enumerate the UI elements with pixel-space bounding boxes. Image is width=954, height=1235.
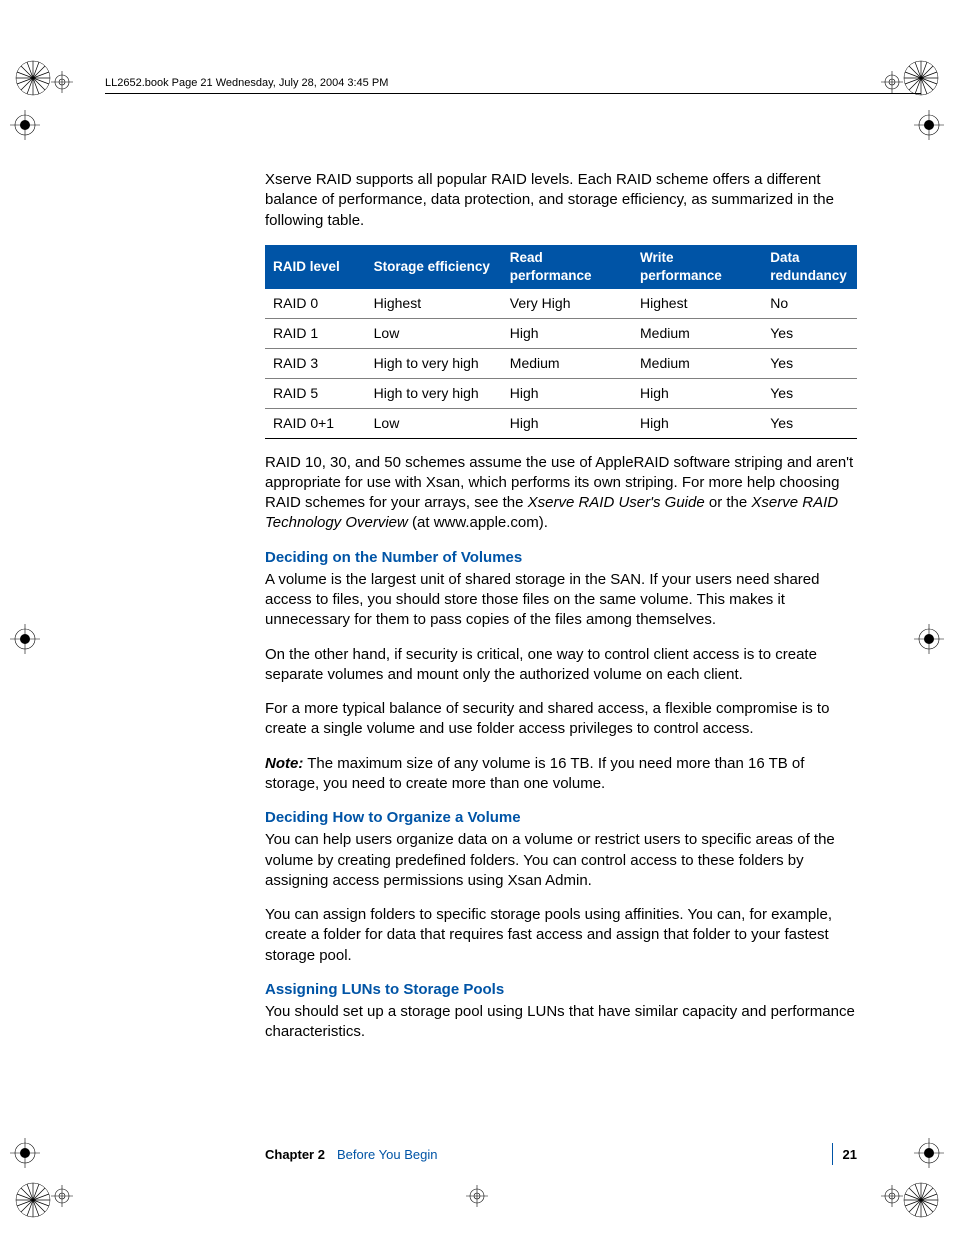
- paragraph: On the other hand, if security is critic…: [265, 645, 857, 686]
- table-row: RAID 0HighestVery HighHighestNo: [265, 289, 857, 318]
- cell: High to very high: [366, 378, 502, 408]
- col-header: RAID level: [265, 245, 366, 289]
- footer-chapter: Chapter 2: [265, 1147, 325, 1162]
- cell: Yes: [762, 348, 857, 378]
- cell: Yes: [762, 408, 857, 438]
- cell: RAID 0+1: [265, 408, 366, 438]
- cell: RAID 3: [265, 348, 366, 378]
- footer-separator: [832, 1143, 833, 1165]
- note-label: Note:: [265, 755, 303, 772]
- note-body: The maximum size of any volume is 16 TB.…: [265, 755, 804, 792]
- table-header-row: RAID level Storage efficiency Read perfo…: [265, 245, 857, 289]
- header-rule: [105, 93, 921, 94]
- section-heading: Deciding on the Number of Volumes: [265, 548, 857, 568]
- cell: High to very high: [366, 348, 502, 378]
- table-row: RAID 5High to very highHighHighYes: [265, 378, 857, 408]
- book-title: Xserve RAID User's Guide: [528, 494, 705, 511]
- table-row: RAID 3High to very highMediumMediumYes: [265, 348, 857, 378]
- cell: Low: [366, 408, 502, 438]
- section-heading: Assigning LUNs to Storage Pools: [265, 980, 857, 1000]
- cell: Medium: [502, 348, 632, 378]
- cell: Highest: [366, 289, 502, 318]
- page-number: 21: [843, 1147, 857, 1162]
- cell: High: [502, 408, 632, 438]
- note-paragraph: Note: The maximum size of any volume is …: [265, 754, 857, 795]
- cell: Highest: [632, 289, 762, 318]
- paragraph: A volume is the largest unit of shared s…: [265, 570, 857, 631]
- table-row: RAID 1LowHighMediumYes: [265, 319, 857, 349]
- paragraph: You can assign folders to specific stora…: [265, 905, 857, 966]
- cell: High: [632, 378, 762, 408]
- cell: Yes: [762, 319, 857, 349]
- cell: Medium: [632, 348, 762, 378]
- footer-title: Before You Begin: [337, 1147, 437, 1162]
- paragraph: For a more typical balance of security a…: [265, 699, 857, 740]
- cell: High: [632, 408, 762, 438]
- cell: No: [762, 289, 857, 318]
- after-table-paragraph: RAID 10, 30, and 50 schemes assume the u…: [265, 453, 857, 534]
- cell: Yes: [762, 378, 857, 408]
- cell: RAID 5: [265, 378, 366, 408]
- page-footer: Chapter 2 Before You Begin 21: [265, 1143, 857, 1165]
- running-header: LL2652.book Page 21 Wednesday, July 28, …: [105, 77, 388, 89]
- text: or the: [705, 494, 752, 511]
- text: (at www.apple.com).: [408, 514, 548, 531]
- col-header: Data redundancy: [762, 245, 857, 289]
- section-heading: Deciding How to Organize a Volume: [265, 808, 857, 828]
- cell: Low: [366, 319, 502, 349]
- raid-table: RAID level Storage efficiency Read perfo…: [265, 245, 857, 439]
- cell: High: [502, 319, 632, 349]
- intro-paragraph: Xserve RAID supports all popular RAID le…: [265, 170, 857, 231]
- col-header: Storage efficiency: [366, 245, 502, 289]
- cell: High: [502, 378, 632, 408]
- page-content: Xserve RAID supports all popular RAID le…: [265, 170, 857, 1057]
- table-row: RAID 0+1LowHighHighYes: [265, 408, 857, 438]
- cell: RAID 0: [265, 289, 366, 318]
- col-header: Write performance: [632, 245, 762, 289]
- paragraph: You can help users organize data on a vo…: [265, 830, 857, 891]
- cell: Medium: [632, 319, 762, 349]
- cell: RAID 1: [265, 319, 366, 349]
- cell: Very High: [502, 289, 632, 318]
- paragraph: You should set up a storage pool using L…: [265, 1002, 857, 1043]
- col-header: Read performance: [502, 245, 632, 289]
